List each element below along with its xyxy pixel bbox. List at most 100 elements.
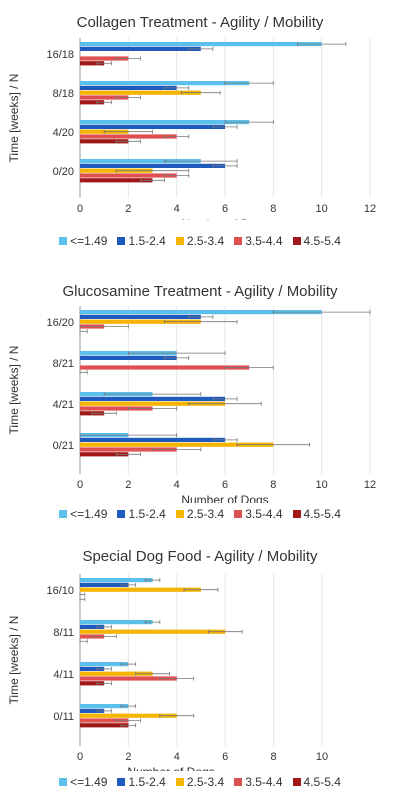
bar	[80, 620, 153, 625]
legend-item: 1.5-2.4	[117, 507, 166, 521]
bar	[80, 134, 177, 139]
bar	[80, 704, 129, 709]
legend-label: 1.5-2.4	[128, 234, 166, 248]
legend-label: 2.5-3.4	[186, 234, 225, 248]
bar	[80, 42, 322, 47]
x-tick-label: 8	[270, 479, 276, 491]
x-tick-label: 2	[125, 479, 131, 491]
legend-swatch	[59, 237, 68, 245]
x-tick-label: 8	[270, 203, 276, 215]
legend-label: <=1.49	[70, 507, 108, 521]
legend-swatch	[117, 510, 126, 518]
y-axis-label: Time [weeks] / N	[7, 346, 21, 435]
bar	[80, 100, 105, 105]
legend-label: 4.5-5.4	[303, 507, 341, 521]
x-tick-label: 10	[316, 479, 328, 491]
y-tick-label: 16/10	[46, 585, 74, 597]
chart-special-food: 0 2 4 6 8 10 Number of Dogs Time [weeks] / N 16/…	[7, 574, 328, 771]
x-axis-label: Number of Dogs	[127, 765, 214, 771]
bar	[80, 61, 105, 66]
y-tick-label: 4/20	[53, 127, 74, 139]
legend-label: 2.5-3.4	[186, 775, 225, 789]
y-tick-label: 4/21	[53, 399, 74, 411]
x-tick-label: 2	[125, 751, 131, 763]
legend-collagen: <=1.49 1.5-2.4 2.5-3.4 3.5-4.4 4.5-5.4	[0, 234, 400, 248]
legend-swatch	[292, 510, 301, 518]
x-tick-label: 8	[271, 751, 277, 763]
x-tick-label: 4	[174, 479, 180, 491]
bar	[80, 401, 225, 406]
x-tick-label: 0	[77, 751, 83, 763]
legend-swatch	[59, 510, 68, 518]
bar	[80, 447, 177, 452]
y-tick-label: 0/20	[53, 166, 74, 178]
bar	[80, 85, 177, 90]
legend-label: 4.5-5.4	[303, 775, 341, 789]
legend-label: 3.5-4.4	[245, 507, 283, 521]
legend-item: 4.5-5.4	[292, 507, 341, 521]
bar	[80, 95, 129, 100]
bar	[80, 713, 177, 718]
bar	[80, 582, 129, 587]
legend-special-food: <=1.49 1.5-2.4 2.5-3.4 3.5-4.4 4.5-5.4	[0, 775, 400, 789]
bar	[80, 314, 201, 319]
bar	[80, 396, 225, 401]
y-axis-label: Time [weeks] / N	[7, 74, 21, 163]
x-tick-label: 12	[364, 203, 376, 215]
x-tick-label: 4	[174, 751, 180, 763]
bar	[80, 124, 225, 129]
bar	[80, 718, 129, 723]
legend-swatch	[175, 510, 184, 518]
bar	[80, 319, 201, 324]
legend-label: <=1.49	[70, 775, 108, 789]
x-tick-label: 2	[125, 203, 131, 215]
bar	[80, 310, 322, 315]
legend-item: <=1.49	[59, 507, 107, 521]
legend-label: 1.5-2.4	[128, 507, 166, 521]
legend-item: 1.5-2.4	[117, 234, 166, 248]
legend-swatch	[59, 778, 68, 786]
bar	[80, 666, 105, 671]
bar	[80, 629, 226, 634]
bar	[80, 173, 177, 178]
bar	[80, 587, 201, 592]
legend-swatch	[234, 778, 243, 786]
legend-swatch	[234, 237, 243, 245]
bar	[80, 723, 129, 728]
y-tick-label: 8/18	[53, 88, 74, 100]
bar	[80, 90, 201, 95]
legend-label: 4.5-5.4	[303, 234, 341, 248]
y-tick-label: 16/18	[46, 49, 74, 61]
bar	[80, 406, 153, 411]
bar	[80, 624, 105, 629]
bar	[80, 437, 225, 442]
x-tick-label: 6	[222, 751, 228, 763]
x-axis-label: Number of Dogs	[181, 217, 268, 220]
y-tick-label: 0/11	[53, 711, 74, 723]
legend-label: 1.5-2.4	[128, 775, 166, 789]
legend-label: 3.5-4.4	[245, 775, 283, 789]
legend-swatch	[234, 510, 243, 518]
legend-item: 4.5-5.4	[292, 234, 341, 248]
legend-item: 2.5-3.4	[175, 775, 225, 789]
bar	[80, 708, 105, 713]
legend-item: 3.5-4.4	[234, 234, 283, 248]
legend-swatch	[175, 778, 184, 786]
x-tick-label: 6	[222, 479, 228, 491]
chart-title-collagen: Collagen Treatment - Agility / Mobility	[76, 14, 324, 31]
x-tick-label: 10	[316, 751, 328, 763]
x-tick-label: 6	[222, 203, 228, 215]
legend-swatch	[175, 237, 184, 245]
x-axis-label: Number of Dogs	[181, 493, 268, 503]
y-tick-label: 8/21	[53, 358, 74, 370]
bar	[80, 671, 153, 676]
legend-swatch	[117, 778, 126, 786]
y-tick-label: 4/11	[53, 669, 74, 681]
bar	[80, 139, 129, 144]
bar	[80, 662, 129, 667]
legend-item: 3.5-4.4	[234, 507, 283, 521]
bar	[80, 452, 129, 457]
legend-item: 4.5-5.4	[292, 775, 341, 789]
x-tick-label: 4	[174, 203, 180, 215]
bar	[80, 178, 153, 183]
